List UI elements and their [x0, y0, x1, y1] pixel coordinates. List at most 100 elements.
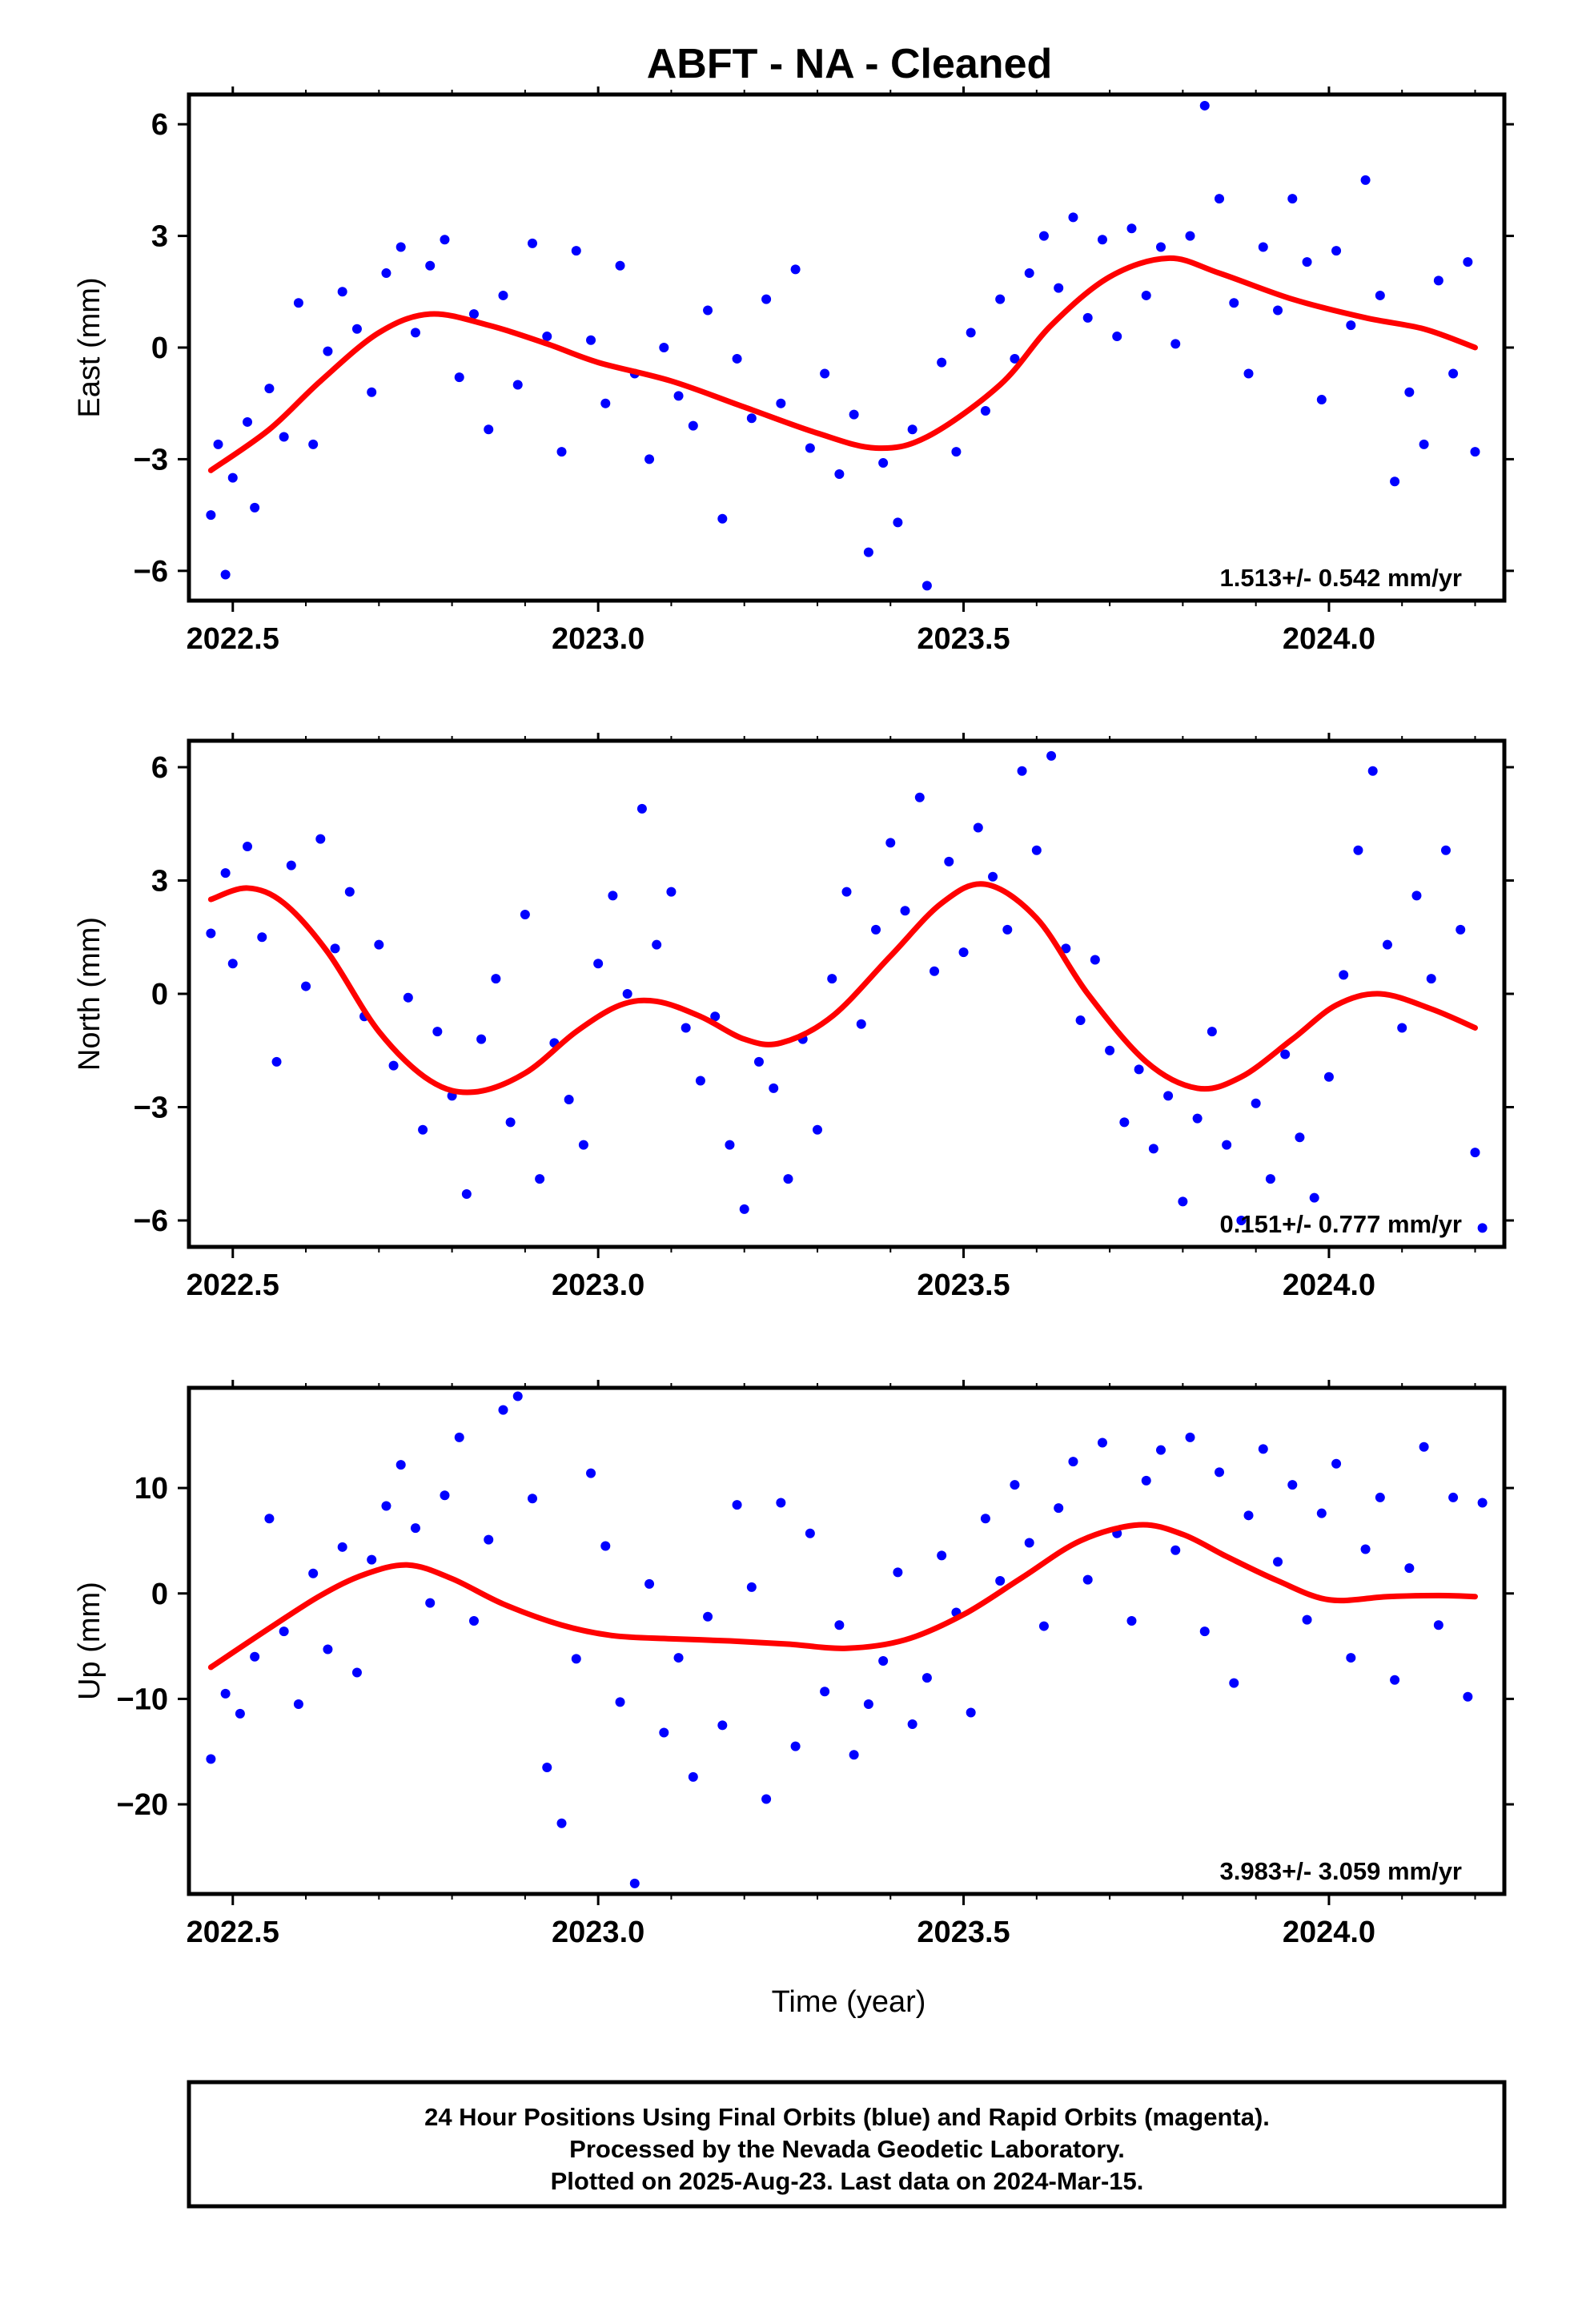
up-data-point [688, 1771, 698, 1782]
north-data-point [1280, 1049, 1291, 1059]
north-data-point [710, 1011, 721, 1022]
up-data-point [454, 1432, 464, 1442]
north-data-point [739, 1204, 749, 1214]
up-rate-label: 3.983+/- 3.059 mm/yr [1220, 1857, 1462, 1885]
up-data-point [732, 1500, 742, 1510]
up-data-point [440, 1490, 450, 1501]
east-data-point [1346, 320, 1356, 331]
north-data-point [1456, 924, 1466, 935]
north-fit-curve [207, 881, 1478, 1096]
east-data-point [227, 472, 238, 483]
north-data-point [753, 1056, 764, 1067]
footer-line-2: Processed by the Nevada Geodetic Laborat… [569, 2135, 1125, 2163]
east-data-point [1170, 339, 1181, 349]
north-data-point [666, 887, 677, 897]
north-data-point [1470, 1148, 1480, 1158]
up-data-point [937, 1550, 947, 1561]
east-data-point [1448, 368, 1459, 379]
up-data-point [1024, 1538, 1034, 1548]
north-points [206, 750, 1488, 1233]
east-data-point [673, 391, 684, 401]
north-data-point [301, 981, 311, 991]
north-y-tick-label: −6 [134, 1204, 168, 1238]
east-y-tick-label: −3 [134, 443, 168, 476]
east-data-point [878, 458, 889, 468]
east-data-point [1199, 100, 1210, 111]
up-data-point [893, 1567, 903, 1578]
up-data-point [1360, 1544, 1371, 1554]
up-data-point [1054, 1503, 1064, 1514]
north-data-point [1119, 1117, 1130, 1128]
east-data-point [863, 547, 873, 557]
east-data-point [732, 353, 742, 364]
north-data-point [1295, 1132, 1305, 1143]
east-data-point [425, 260, 436, 271]
up-data-point [323, 1644, 333, 1655]
up-data-point [1141, 1475, 1151, 1486]
east-data-point [951, 447, 962, 457]
north-data-point [958, 947, 969, 958]
east-x-tick-label: 2022.5 [187, 622, 279, 656]
up-data-point [293, 1699, 303, 1709]
north-frame [187, 738, 1507, 1249]
up-panel: 2022.5 2023.0 2023.5 2024.0 −20 −10 0 10 Up (mm)… [73, 1380, 1514, 1949]
footer-line-1: 24 Hour Positions Using Final Orbits (bl… [424, 2103, 1270, 2131]
north-data-point [1090, 955, 1100, 965]
east-data-point [644, 454, 655, 464]
east-fit-curve [207, 255, 1478, 473]
east-data-point [937, 357, 947, 368]
north-data-point [885, 838, 896, 848]
north-data-point [1148, 1144, 1158, 1154]
up-data-point [1316, 1508, 1327, 1518]
up-data-point [528, 1494, 538, 1504]
east-frame [187, 92, 1507, 603]
north-data-point [1207, 1027, 1217, 1037]
east-data-point [498, 290, 508, 300]
east-data-point [381, 268, 391, 279]
north-data-point [841, 887, 852, 897]
north-data-point [1031, 845, 1042, 855]
up-data-point [1477, 1498, 1488, 1508]
north-x-tick-label: 2023.0 [552, 1269, 644, 1302]
east-data-point [1470, 447, 1480, 457]
north-data-point [1367, 766, 1378, 776]
east-points [206, 100, 1480, 591]
east-data-point [834, 469, 845, 479]
up-data-point [600, 1541, 611, 1551]
east-data-point [1287, 194, 1298, 204]
up-data-point [351, 1667, 362, 1678]
east-y-axis-label: East (mm) [73, 277, 106, 417]
up-data-point [220, 1688, 231, 1699]
up-data-point [834, 1620, 845, 1630]
north-data-point [1134, 1064, 1144, 1075]
north-data-point [1397, 1023, 1407, 1033]
up-data-point [250, 1651, 260, 1662]
east-data-point [995, 294, 1006, 304]
east-y-tick-label: 3 [151, 220, 168, 254]
footer-line-3: Plotted on 2025-Aug-23. Last data on 202… [551, 2167, 1144, 2195]
up-data-point [1082, 1574, 1093, 1585]
up-data-point [308, 1568, 319, 1578]
north-data-point [871, 924, 881, 935]
north-data-point [1178, 1196, 1188, 1207]
north-data-point [812, 1124, 822, 1135]
north-y-tick-label: 0 [151, 978, 168, 1011]
east-data-point [323, 346, 333, 356]
east-data-point [206, 510, 216, 521]
north-data-point [636, 803, 647, 814]
up-x-tick-label: 2022.5 [187, 1916, 279, 1949]
north-data-point [403, 992, 413, 1003]
up-fit-curve [207, 1522, 1478, 1671]
east-data-point [293, 298, 303, 308]
east-data-point [1155, 242, 1166, 252]
east-data-point [907, 424, 917, 435]
east-data-point [1463, 257, 1473, 267]
east-data-point [849, 409, 859, 420]
up-data-point [1215, 1467, 1225, 1478]
east-data-point [1097, 235, 1107, 245]
east-y-tick-label: 6 [151, 108, 168, 142]
up-y-tick-label: −10 [117, 1683, 168, 1716]
up-data-point [615, 1697, 625, 1707]
north-data-point [243, 842, 253, 852]
up-data-point [746, 1582, 757, 1592]
